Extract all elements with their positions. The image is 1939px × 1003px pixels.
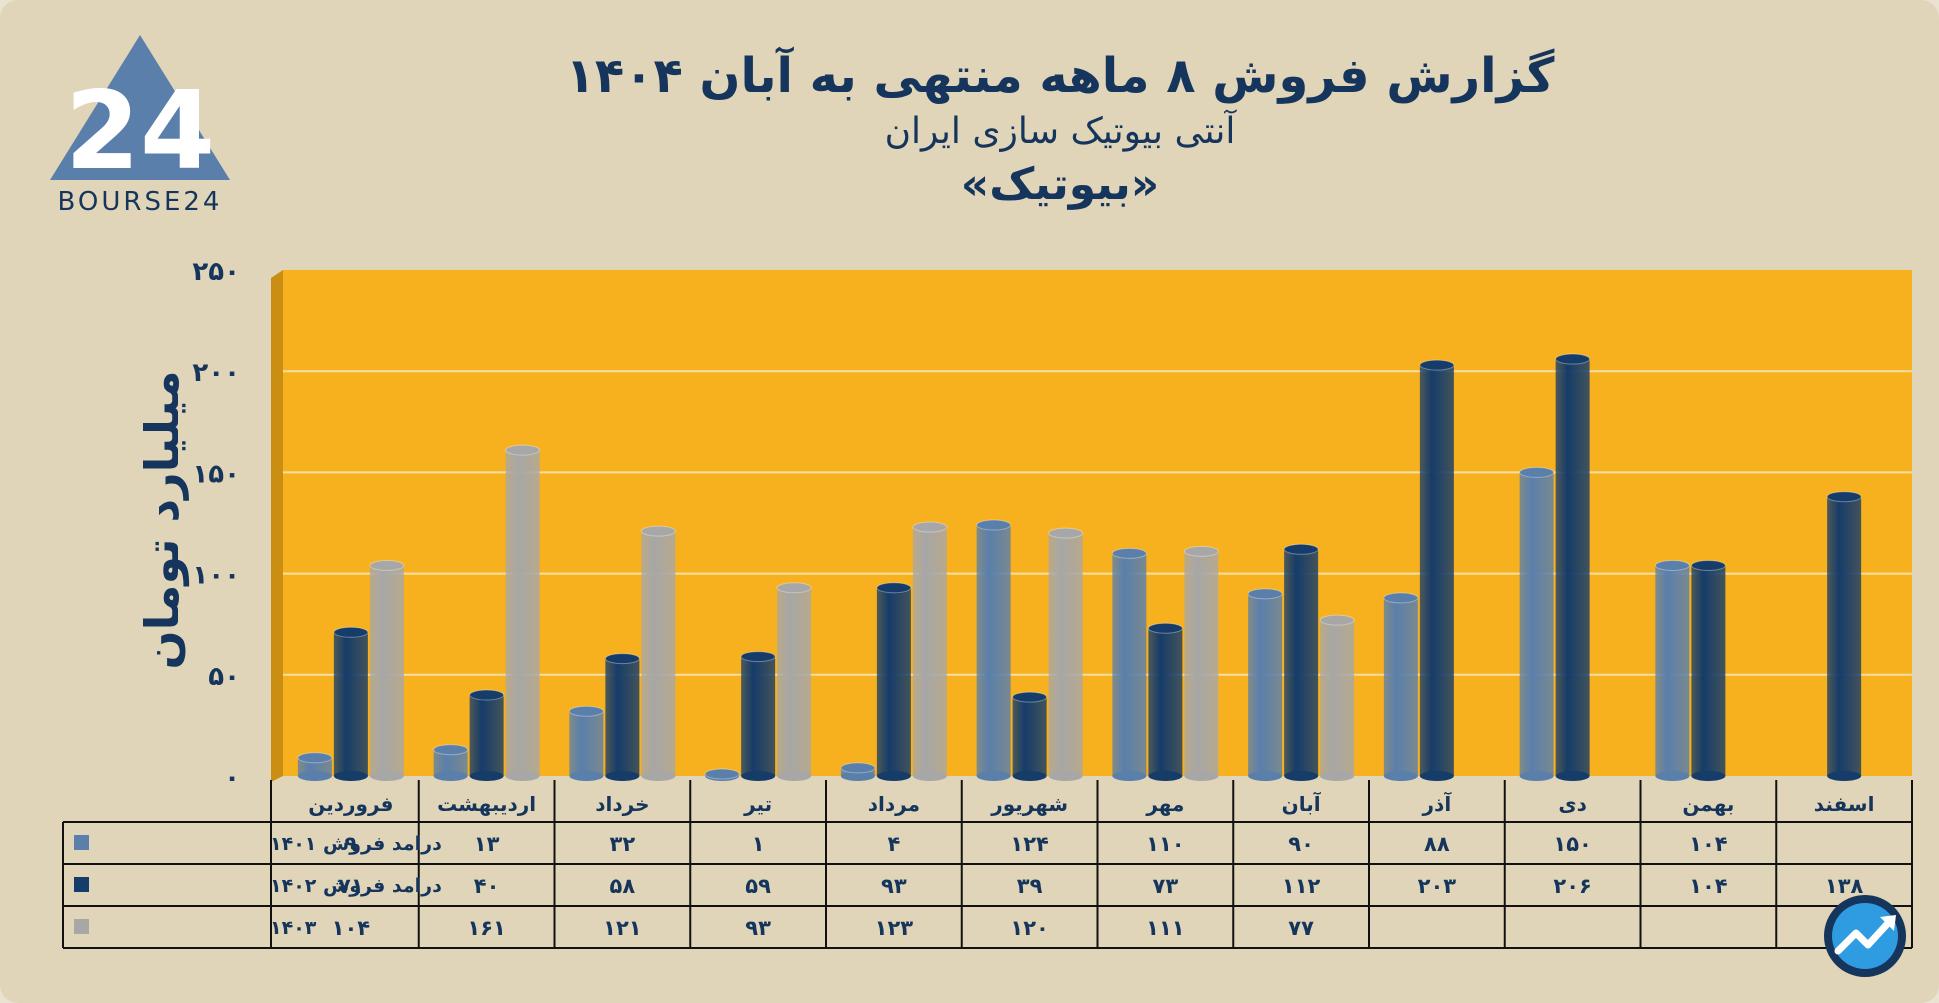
bar	[469, 689, 505, 781]
x-tick-label: اسفند	[1814, 792, 1875, 816]
bar	[333, 626, 369, 781]
legend-label: درامد فروش ۱۴۰۱	[270, 833, 442, 855]
data-label: ۱۱۰	[1146, 832, 1184, 856]
x-tick-label: آذر	[1422, 791, 1453, 816]
bar	[1283, 543, 1319, 781]
data-label: ۷۷	[1288, 916, 1314, 940]
title-block: گزارش فروش ۸ ماهه منتهی به آبان ۱۴۰۴ آنت…	[560, 44, 1560, 214]
data-label: ۹	[344, 832, 357, 856]
bar	[912, 521, 948, 781]
bar	[1383, 592, 1419, 781]
bar	[505, 444, 541, 781]
bar	[1690, 560, 1726, 781]
data-label: ۱۰۴	[332, 916, 371, 940]
data-label: ۷۳	[1153, 874, 1179, 898]
data-label: ۱۱۲	[1282, 874, 1321, 898]
data-label: ۱۳	[474, 832, 500, 856]
y-tick-label: ۲۵۰	[192, 257, 240, 287]
chart-subtitle: آنتی بیوتیک سازی ایران	[884, 111, 1236, 152]
bar	[640, 525, 676, 781]
data-label: ۲۰۳	[1418, 874, 1457, 898]
bar	[1319, 614, 1355, 781]
legend-key	[74, 835, 89, 850]
x-tick-label: آبان	[1282, 791, 1322, 816]
plot-area	[283, 270, 1912, 776]
bar	[1183, 545, 1219, 781]
legend-key	[74, 919, 89, 934]
legend-label: درامد فروش ۱۴۰۲	[270, 875, 442, 897]
bourse24-logo: 24 BOURSE24	[50, 35, 230, 217]
x-tick-label: مرداد	[868, 792, 920, 816]
bar	[369, 560, 405, 781]
y-axis-label: میلیارد تومان	[135, 370, 189, 669]
data-label: ۹۰	[1288, 832, 1314, 856]
y-tick-label: ۵۰	[208, 662, 240, 692]
data-label: ۱۲۳	[875, 916, 914, 940]
data-label: ۱۲۰	[1010, 916, 1048, 940]
data-label: ۱۱۱	[1146, 916, 1184, 940]
bar	[704, 768, 740, 781]
bar	[1048, 527, 1084, 781]
y-tick-label: ۱۵۰	[192, 459, 240, 489]
bar	[433, 744, 469, 781]
data-label: ۷۱	[338, 874, 364, 898]
x-tick-label: خرداد	[595, 792, 649, 816]
data-label: ۵۹	[745, 874, 771, 898]
data-label: ۱۲۴	[1010, 832, 1049, 856]
plot-side-wall	[271, 270, 283, 782]
data-label: ۱۳۸	[1825, 874, 1864, 898]
bar	[1654, 560, 1690, 781]
y-tick-label: ۲۰۰	[192, 358, 240, 388]
data-label: ۱	[752, 832, 765, 856]
bar	[1247, 588, 1283, 781]
bar	[740, 651, 776, 781]
x-tick-label: مهر	[1145, 792, 1184, 816]
bar	[876, 582, 912, 781]
x-tick-label: فروردین	[308, 792, 393, 816]
bar	[1519, 466, 1555, 781]
data-label: ۱۵۰	[1553, 832, 1591, 856]
bar	[976, 519, 1012, 781]
logo-mark: 24	[65, 69, 215, 194]
data-label: ۴	[887, 832, 900, 856]
data-label: ۱۰۴	[1689, 874, 1728, 898]
x-tick-label: اردیبهشت	[437, 792, 536, 816]
bar	[840, 762, 876, 781]
data-label: ۹۳	[745, 916, 771, 940]
company-name: «بیوتیک»	[960, 159, 1160, 210]
y-tick-label: ۱۰۰	[192, 561, 240, 591]
x-tick-label: شهریور	[990, 792, 1068, 816]
x-tick-label: بهمن	[1682, 792, 1734, 816]
data-label: ۱۲۱	[603, 916, 641, 940]
data-label: ۱۰۴	[1689, 832, 1728, 856]
y-tick-label: ۰	[224, 763, 240, 793]
bar	[297, 752, 333, 781]
bar	[776, 582, 812, 781]
bar	[1012, 691, 1048, 781]
bar	[1826, 491, 1862, 781]
bar	[1419, 359, 1455, 781]
data-label: ۲۰۶	[1553, 874, 1591, 898]
logo-text: BOURSE24	[58, 187, 223, 217]
bar	[568, 705, 604, 781]
data-label: ۸۸	[1424, 832, 1450, 856]
data-label: ۹۳	[881, 874, 907, 898]
data-label: ۱۶۱	[467, 916, 505, 940]
legend-label: ۱۴۰۳	[270, 917, 317, 939]
data-label: ۳۲	[610, 832, 636, 856]
chart-title: گزارش فروش ۸ ماهه منتهی به آبان ۱۴۰۴	[565, 48, 1555, 104]
legend-key	[74, 877, 89, 892]
data-label: ۴۰	[474, 874, 500, 898]
x-tick-label: تیر	[743, 792, 772, 816]
data-label: ۳۹	[1017, 874, 1043, 898]
bar	[604, 653, 640, 781]
data-label: ۵۸	[610, 874, 636, 898]
bar	[1147, 622, 1183, 781]
bar	[1111, 547, 1147, 781]
bar	[1555, 353, 1591, 781]
trend-up-icon	[1824, 895, 1906, 977]
x-tick-label: دی	[1558, 792, 1587, 816]
